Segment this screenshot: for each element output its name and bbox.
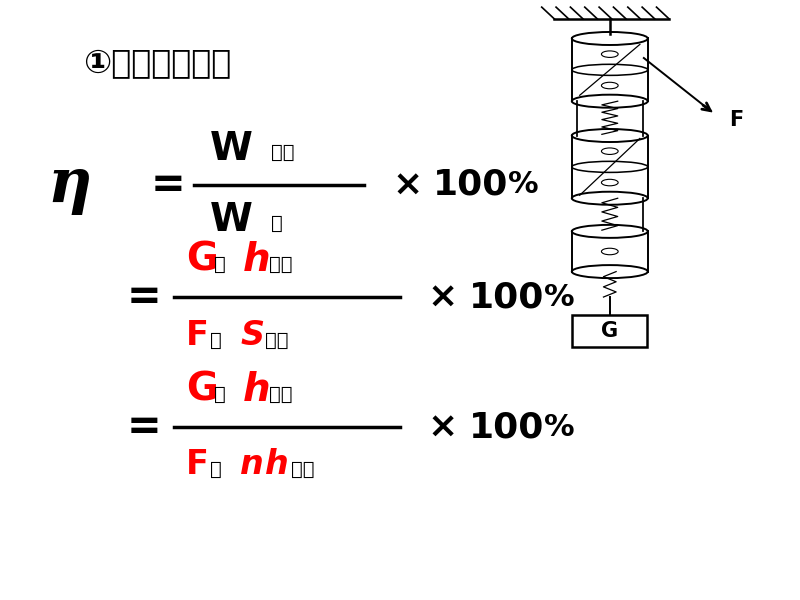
Text: 物: 物: [214, 255, 226, 274]
Text: 上升: 上升: [269, 385, 292, 404]
Text: %: %: [544, 283, 574, 311]
Text: h: h: [243, 241, 271, 279]
Text: F: F: [730, 110, 743, 130]
Text: =: =: [150, 164, 186, 206]
Text: 上升: 上升: [269, 255, 292, 274]
Text: 拉: 拉: [210, 331, 222, 350]
Text: η: η: [48, 155, 92, 215]
Text: F: F: [186, 448, 209, 481]
Text: ×: ×: [392, 167, 422, 202]
Text: 100: 100: [469, 280, 544, 314]
Bar: [572, 315, 647, 347]
Text: =: =: [127, 406, 162, 448]
Text: 100: 100: [469, 410, 544, 444]
Text: S: S: [240, 319, 264, 352]
Text: 物: 物: [214, 385, 226, 404]
Text: ×: ×: [428, 410, 458, 444]
Text: 拉: 拉: [210, 460, 222, 479]
Text: ×: ×: [428, 280, 458, 314]
Text: W: W: [210, 201, 253, 239]
Text: %: %: [544, 413, 574, 442]
Text: h: h: [266, 448, 289, 481]
Text: %: %: [509, 170, 539, 199]
Text: ①竖直拉动物体: ①竖直拉动物体: [83, 47, 231, 80]
Text: 有用: 有用: [271, 143, 294, 161]
Text: G: G: [186, 371, 218, 409]
Text: 总: 总: [271, 214, 282, 233]
Text: =: =: [127, 276, 162, 318]
Text: F: F: [186, 319, 209, 352]
Text: G: G: [602, 321, 618, 341]
Text: 100: 100: [434, 167, 509, 202]
Text: G: G: [186, 241, 218, 279]
Text: 上升: 上升: [290, 460, 314, 479]
Text: n: n: [240, 448, 264, 481]
Text: 绳子: 绳子: [266, 331, 289, 350]
Text: h: h: [243, 371, 271, 409]
Text: W: W: [210, 130, 253, 168]
